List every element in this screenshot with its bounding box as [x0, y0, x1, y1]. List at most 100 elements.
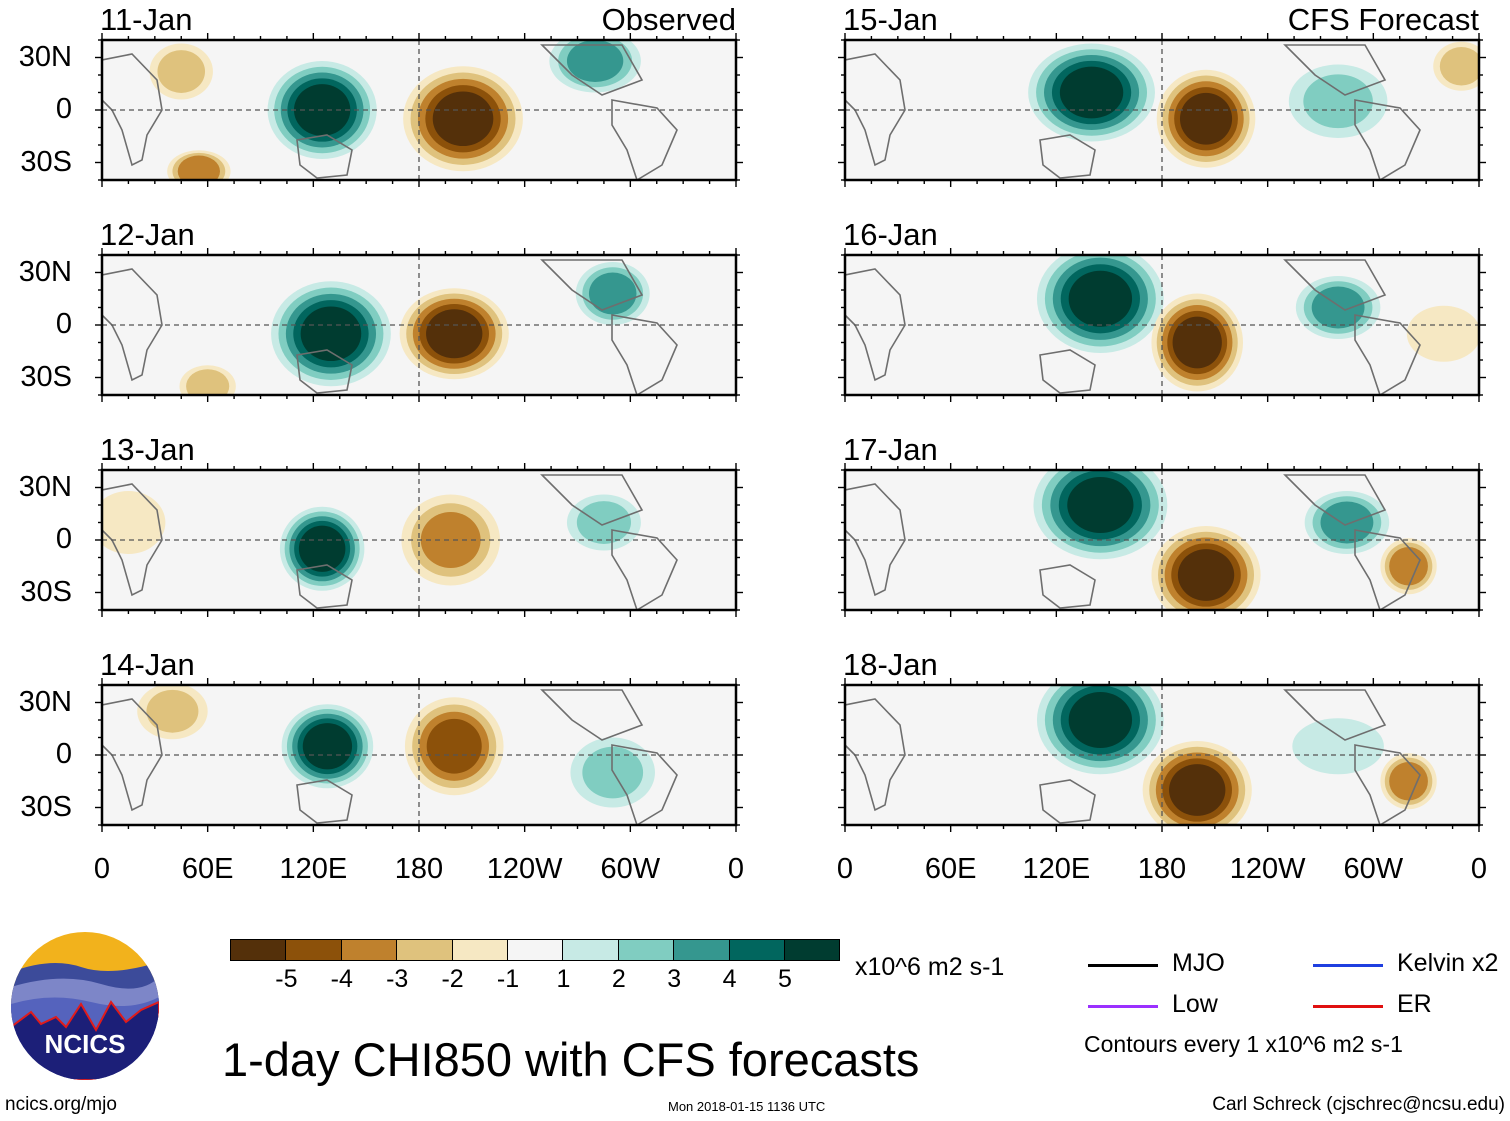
anomaly-contour-fill [1177, 549, 1235, 601]
anomaly-contour-fill [426, 309, 483, 359]
anomaly-contour-fill [566, 40, 624, 82]
panel-date: 17-Jan [843, 432, 938, 467]
anomaly-map [95, 248, 743, 402]
y-tick-label: 30S [20, 575, 72, 608]
anomaly-contour-fill [1406, 305, 1479, 362]
colorbar-swatch [729, 940, 785, 960]
colorbar-swatch [507, 940, 564, 960]
panel-date: 18-Jan [843, 647, 938, 682]
contour-note: Contours every 1 x10^6 m2 s-1 [1084, 1031, 1403, 1057]
legend-label: MJO [1172, 949, 1225, 977]
anomaly-map [838, 33, 1486, 187]
coastline [1283, 44, 1387, 96]
anomaly-contour-fill [302, 723, 353, 770]
x-tick-label: 0 [93, 853, 111, 885]
colorbar-label: -3 [386, 965, 409, 993]
anomaly-contour-fill [1059, 66, 1124, 119]
anomaly-contour-fill [1068, 270, 1133, 327]
y-tick-label: 30S [20, 360, 72, 393]
x-tick-label: 60W [600, 853, 661, 885]
y-tick-label: 30S [20, 790, 72, 823]
panel-date: 12-Jan [100, 217, 195, 252]
y-tick-label: 0 [55, 308, 72, 340]
panel-date: 13-Jan [100, 432, 195, 467]
anomaly-contour-fill [1292, 718, 1384, 775]
legend-label: ER [1397, 990, 1432, 1018]
coastline [845, 698, 906, 812]
x-tick-label: 0 [727, 853, 745, 885]
coastline [1354, 744, 1421, 825]
coastline [102, 483, 163, 597]
anomaly-contour-fill [1179, 92, 1233, 145]
coastline [1354, 529, 1421, 610]
x-tick-label: 180 [394, 853, 444, 885]
colorbar-swatch [563, 940, 619, 960]
x-tick-label: 120W [1229, 853, 1306, 885]
coastline [540, 474, 644, 526]
panel-date: 14-Jan [100, 647, 195, 682]
legend-line-mjo [1088, 964, 1158, 967]
anomaly-contour-fill [1068, 692, 1133, 748]
anomaly-contour-fill [298, 525, 346, 572]
anomaly-contour-fill [426, 718, 482, 774]
anomaly-contour-fill [177, 155, 220, 180]
legend-label: Low [1172, 990, 1218, 1018]
coastline [1039, 349, 1096, 394]
coastline [845, 483, 906, 597]
y-tick-label: 30N [18, 470, 72, 503]
coastline [1283, 259, 1387, 311]
anomaly-map [95, 463, 743, 617]
column-label: Observed [601, 2, 736, 37]
coastline [540, 259, 644, 311]
anomaly-contour-fill [432, 91, 494, 147]
anomaly-map [95, 678, 743, 832]
anomaly-contour-fill [102, 491, 166, 554]
anomaly-contour-fill [300, 306, 362, 362]
coastline [296, 134, 353, 179]
y-tick-label: 0 [55, 738, 72, 770]
anomaly-contour-fill [1169, 764, 1226, 816]
anomaly-contour-fill [420, 512, 481, 568]
coastline [296, 349, 353, 394]
anomaly-contour-fill [1389, 762, 1428, 801]
legend-line-kelvin-x2 [1313, 964, 1383, 967]
colorbar-label: -4 [330, 965, 353, 993]
author-credit: Carl Schreck (cjschrec@ncsu.edu) [1212, 1094, 1505, 1115]
colorbar-label: 3 [667, 965, 682, 993]
coastline [1354, 99, 1421, 180]
x-tick-label: 60E [181, 853, 234, 885]
coastline [611, 314, 678, 395]
anomaly-contour-fill [1320, 501, 1374, 544]
x-tick-label: 180 [1137, 853, 1187, 885]
coastline [1039, 564, 1096, 609]
x-tick-label: 60W [1343, 853, 1404, 885]
legend-label: Kelvin x2 [1397, 949, 1499, 977]
y-tick-label: 30N [18, 685, 72, 718]
coastline [1039, 779, 1096, 824]
legend-line-low [1088, 1005, 1158, 1008]
anomaly-contour-fill [1067, 477, 1134, 533]
coastline [611, 744, 678, 825]
panel-date: 16-Jan [843, 217, 938, 252]
coastline [1283, 689, 1387, 741]
colorbar-units: x10^6 m2 s-1 [855, 953, 1005, 981]
colorbar-swatch [397, 940, 453, 960]
x-tick-label: 0 [836, 853, 854, 885]
coastline [1354, 314, 1421, 395]
anomaly-contour-fill [576, 501, 631, 544]
coastline [845, 268, 906, 382]
colorbar-label: 4 [722, 965, 737, 993]
column-label: CFS Forecast [1287, 2, 1479, 37]
coastline [540, 44, 644, 96]
y-tick-label: 30N [18, 40, 72, 73]
y-tick-label: 0 [55, 93, 72, 125]
coastline [540, 689, 644, 741]
site-link[interactable]: ncics.org/mjo [5, 1094, 117, 1115]
x-tick-label: 60E [924, 853, 977, 885]
colorbar-label: 5 [778, 965, 792, 993]
y-tick-label: 0 [55, 523, 72, 555]
chart-title: 1-day CHI850 with CFS forecasts [222, 1033, 920, 1086]
x-tick-label: 120W [486, 853, 563, 885]
coastline [102, 53, 163, 167]
y-tick-label: 30S [20, 145, 72, 178]
